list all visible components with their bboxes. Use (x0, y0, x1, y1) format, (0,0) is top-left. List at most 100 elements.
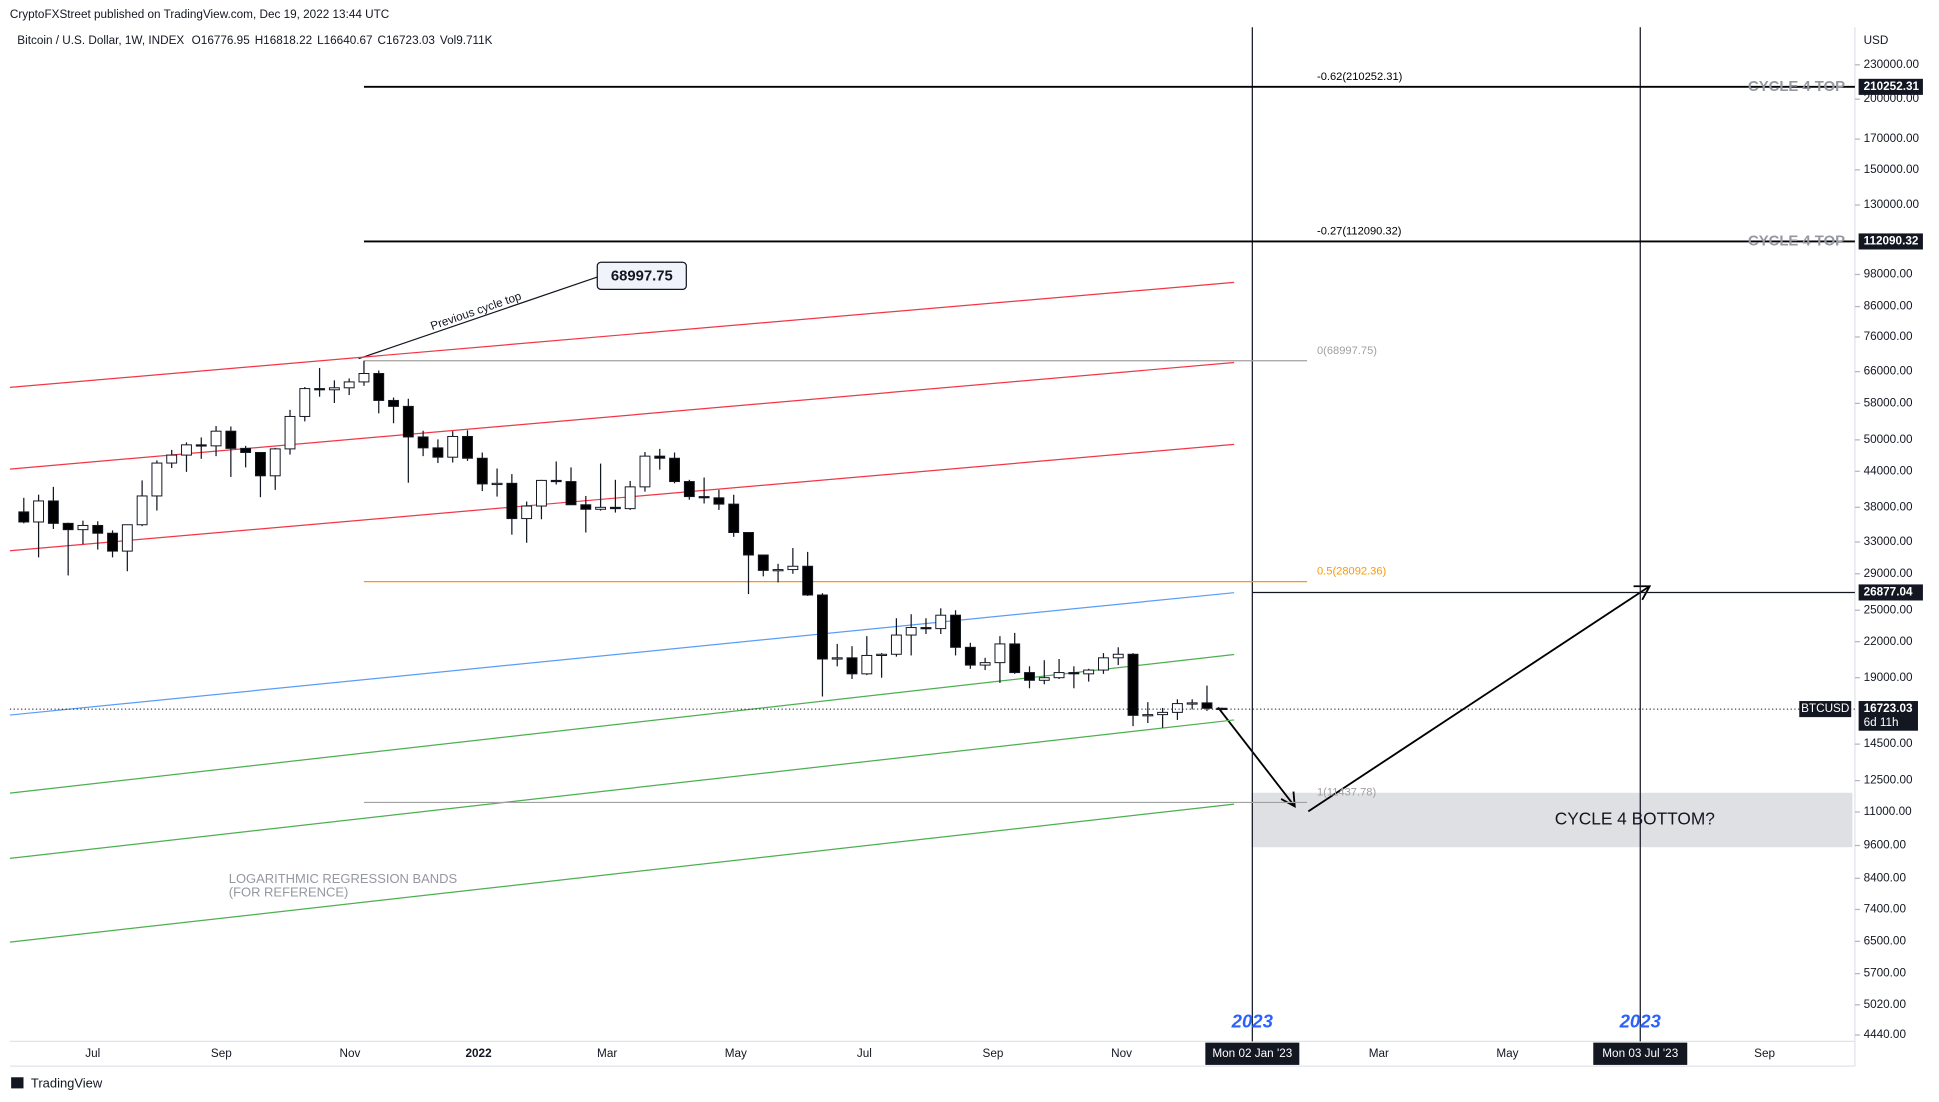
ohlc-value: 16723.03 (386, 34, 435, 47)
y-tick-label: 11000.00 (1864, 805, 1913, 818)
candle-body (1112, 653, 1124, 659)
candle-body (1201, 702, 1213, 709)
candle-body (269, 448, 281, 477)
brand: TradingView (31, 1075, 103, 1090)
candle-body (950, 614, 961, 648)
candle-body (920, 627, 932, 630)
candle-body (876, 653, 888, 657)
candle-body (713, 497, 725, 505)
candle-body (580, 504, 592, 510)
x-tick-label: May (1496, 1047, 1518, 1060)
y-tick-label: 14500.00 (1864, 737, 1913, 750)
candle-body (343, 381, 355, 389)
y-tick-label: 6500.00 (1864, 934, 1907, 947)
marker-year: 2023 (1619, 1011, 1662, 1032)
candle-body (299, 388, 311, 417)
regression-band (9, 281, 1235, 389)
candle-body (861, 654, 873, 675)
regression-band (9, 719, 1235, 859)
bands-note: (FOR REFERENCE) (229, 884, 349, 899)
y-tick-label: 170000.00 (1864, 132, 1920, 145)
y-tick-label: 76000.00 (1864, 330, 1913, 343)
fib-label: -0.27(112090.32) (1317, 226, 1402, 238)
y-tick-label: 29000.00 (1864, 567, 1913, 580)
x-tick-label: Sep (1754, 1047, 1775, 1060)
y-tick-label: 5700.00 (1864, 967, 1907, 980)
candle-body (1216, 707, 1228, 711)
arrow-head (1280, 791, 1296, 809)
x-tick-label: Sep (983, 1047, 1004, 1060)
candle-body (1038, 677, 1050, 681)
candle-body (595, 506, 607, 510)
candle-body (521, 505, 533, 520)
candle-body (802, 565, 814, 596)
fib-label: 0(68997.75) (1317, 345, 1377, 357)
candle-body (240, 447, 252, 453)
candle-body (831, 657, 843, 660)
candle-body (284, 415, 296, 450)
candle-body (358, 373, 370, 383)
brand-logo (11, 1077, 24, 1089)
y-tick-label: 4440.00 (1864, 1028, 1907, 1041)
candle-body (107, 532, 118, 552)
y-tick-label: 66000.00 (1864, 365, 1913, 378)
candle-body (1083, 669, 1095, 675)
candle-body (121, 524, 133, 552)
candle-body (225, 430, 237, 449)
candle-body (698, 496, 710, 499)
candle-body (639, 455, 651, 488)
y-tick-label: 9600.00 (1864, 839, 1907, 852)
ohlc-value: 16818.22 (263, 34, 312, 47)
candle-body (210, 430, 222, 447)
symbol: Bitcoin / U.S. Dollar, 1W, INDEX (17, 34, 184, 47)
candle-body (47, 500, 59, 524)
candle-body (817, 594, 828, 660)
candle-body (565, 481, 577, 506)
marker-year: 2023 (1231, 1011, 1274, 1032)
marker-tag-bg (1205, 1042, 1300, 1065)
fib-label: 0.5(28092.36) (1317, 566, 1387, 578)
price-tag-bg (1858, 584, 1923, 601)
ohlc-prefix: O (192, 34, 201, 47)
candle-body (846, 657, 858, 675)
candle-body (62, 522, 74, 531)
candle-body (728, 503, 740, 534)
candle-body (535, 479, 547, 507)
callout-box (596, 261, 687, 291)
candle-body (757, 554, 769, 571)
price-tag: 16723.03 (1864, 702, 1913, 715)
ohlc-prefix: H (255, 34, 263, 47)
y-tick-label: 8400.00 (1864, 871, 1907, 884)
callout-line (358, 276, 598, 360)
candle-body (254, 451, 266, 477)
candle-body (462, 435, 473, 459)
price-tag-bg (1858, 78, 1923, 95)
candle-body (1098, 657, 1109, 671)
symbol-info: Bitcoin / U.S. Dollar, 1W, INDEX O16776.9… (17, 34, 492, 47)
candle-body (166, 454, 178, 464)
candle-body (964, 646, 976, 666)
candle-body (476, 457, 488, 485)
x-tick-label: Sep (211, 1047, 232, 1060)
currency: USD (1864, 34, 1889, 47)
candle-body (195, 444, 207, 447)
candle-body (447, 435, 459, 458)
callout-value: 68997.75 (611, 268, 673, 284)
candle-body (1171, 703, 1183, 713)
candle-body (1024, 672, 1035, 681)
y-tick-label: 33000.00 (1864, 535, 1913, 548)
candle-body (787, 565, 799, 571)
bands-title: LOGARITHMIC REGRESSION BANDS (229, 871, 458, 886)
candle-body (669, 457, 680, 483)
ohlc-prefix: C (378, 34, 387, 47)
candle-body (417, 436, 429, 449)
candle-body (506, 482, 518, 520)
candle-body (1009, 643, 1021, 674)
candle-body (373, 373, 385, 401)
candle-body (77, 524, 89, 531)
y-tick-label: 150000.00 (1864, 163, 1920, 176)
ohlc-value: 16776.95 (201, 34, 250, 47)
